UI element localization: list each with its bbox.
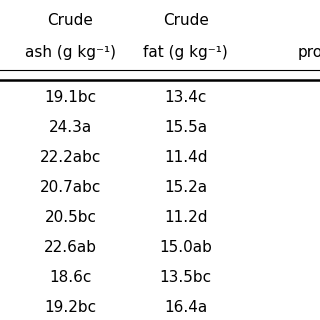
Text: 20.5bc: 20.5bc: [44, 210, 96, 225]
Text: 19.2bc: 19.2bc: [44, 300, 96, 315]
Text: 15.5a: 15.5a: [164, 120, 207, 135]
Text: 15.0ab: 15.0ab: [159, 240, 212, 255]
Text: fat (g kg⁻¹): fat (g kg⁻¹): [143, 45, 228, 60]
Text: 16.4a: 16.4a: [164, 300, 207, 315]
Text: 20.7abc: 20.7abc: [40, 180, 101, 195]
Text: 22.2abc: 22.2abc: [40, 150, 101, 165]
Text: Crude: Crude: [47, 13, 93, 28]
Text: Crude: Crude: [163, 13, 209, 28]
Text: 15.2a: 15.2a: [164, 180, 207, 195]
Text: 22.6ab: 22.6ab: [44, 240, 97, 255]
Text: 13.4c: 13.4c: [164, 90, 207, 105]
Text: 19.1bc: 19.1bc: [44, 90, 96, 105]
Text: 11.4d: 11.4d: [164, 150, 207, 165]
Text: 18.6c: 18.6c: [49, 270, 92, 285]
Text: 24.3a: 24.3a: [49, 120, 92, 135]
Text: ash (g kg⁻¹): ash (g kg⁻¹): [25, 45, 116, 60]
Text: 11.2d: 11.2d: [164, 210, 207, 225]
Text: 13.5bc: 13.5bc: [160, 270, 212, 285]
Text: prote: prote: [298, 45, 320, 60]
